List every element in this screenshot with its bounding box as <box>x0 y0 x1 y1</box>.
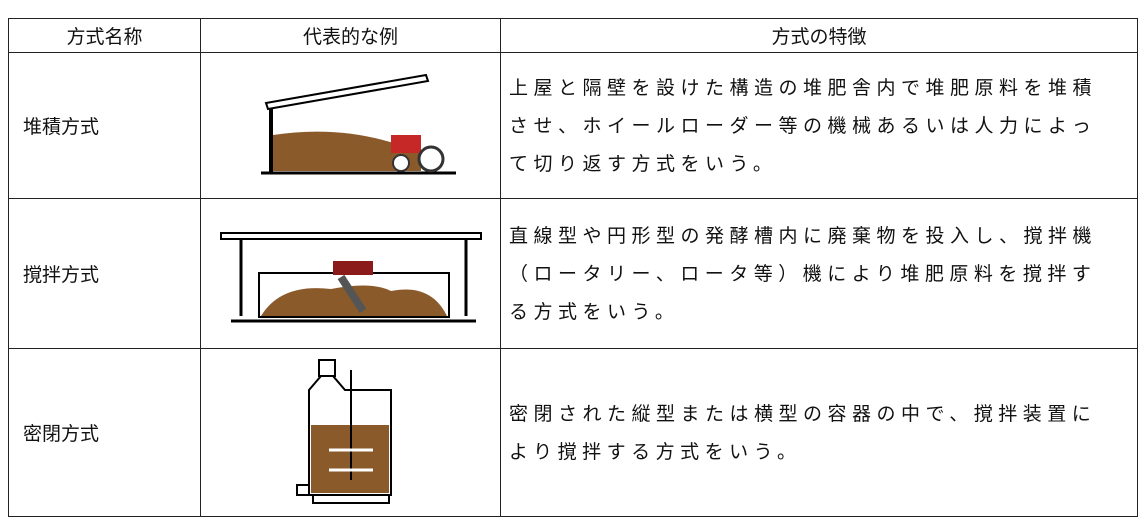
method-name: 撹拌方式 <box>8 198 201 349</box>
method-name: 密閉方式 <box>8 348 201 517</box>
header-cell: 方式名称 <box>8 18 201 53</box>
description: 密閉された縦型または横型の容器の中で、撹拌装置に より撹拌する方式をいう。 <box>500 348 1138 517</box>
row: 撹拌方式 直線型や円形型の発酵槽内に廃棄物を投入し、撹拌機 （ロータリー、ロータ… <box>8 198 1138 349</box>
description-line: る方式をいう。 <box>509 300 680 323</box>
sealed-illustration <box>295 359 392 504</box>
stir-illustration <box>219 232 482 323</box>
description: 上屋と隔壁を設けた構造の堆肥舎内で堆肥原料を堆積 させ、ホイールローダー等の機械… <box>500 52 1138 199</box>
description-line: 上屋と隔壁を設けた構造の堆肥舎内で堆肥原料を堆積 <box>509 76 1098 99</box>
header-row: 方式名称 代表的な例 方式の特徴 <box>8 18 1138 53</box>
illustration <box>200 348 501 517</box>
header-cell: 方式の特徴 <box>500 18 1138 53</box>
description: 直線型や円形型の発酵槽内に廃棄物を投入し、撹拌機 （ロータリー、ロータ等）機によ… <box>500 198 1138 349</box>
illustration <box>200 52 501 199</box>
method-table: 方式名称 代表的な例 方式の特徴 堆積方式 上屋と隔壁を設けた構造の堆肥舎内で堆… <box>8 18 1138 517</box>
header-cell: 代表的な例 <box>200 18 501 53</box>
description-line: させ、ホイールローダー等の機械あるいは人力によっ <box>509 114 1097 137</box>
row: 堆積方式 上屋と隔壁を設けた構造の堆肥舎内で堆肥原料を堆積 させ、ホイールローダ… <box>8 52 1138 199</box>
description-line: 直線型や円形型の発酵槽内に廃棄物を投入し、撹拌機 <box>509 224 1098 247</box>
illustration <box>200 198 501 349</box>
row: 密閉方式 密閉された縦型または横型の容器の中で、撹拌装置に より撹拌する方式をい… <box>8 348 1138 517</box>
pile-illustration <box>260 73 456 175</box>
description-line: 密閉された縦型または横型の容器の中で、撹拌装置に <box>509 402 1097 425</box>
description-line: て切り返す方式をいう。 <box>509 152 778 175</box>
method-name: 堆積方式 <box>8 52 201 199</box>
description-line: （ロータリー、ロータ等）機により堆肥原料を撹拌す <box>509 262 1097 285</box>
description-line: より撹拌する方式をいう。 <box>509 440 802 463</box>
